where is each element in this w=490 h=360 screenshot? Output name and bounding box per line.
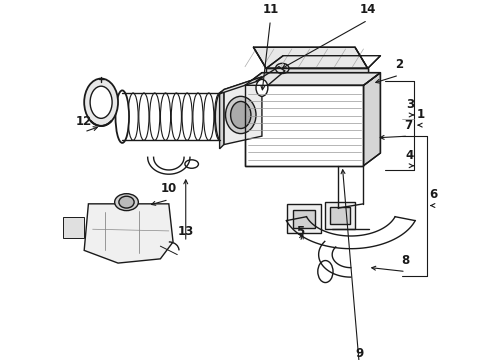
Text: 6: 6: [430, 188, 438, 201]
Text: 8: 8: [402, 254, 410, 267]
Ellipse shape: [318, 261, 333, 283]
Ellipse shape: [119, 196, 134, 208]
Ellipse shape: [182, 93, 192, 140]
Polygon shape: [220, 77, 262, 94]
Ellipse shape: [172, 93, 181, 140]
Ellipse shape: [193, 93, 203, 140]
Ellipse shape: [215, 93, 225, 140]
Ellipse shape: [256, 80, 268, 96]
Text: 14: 14: [360, 3, 376, 16]
Ellipse shape: [225, 96, 256, 134]
Ellipse shape: [149, 93, 160, 140]
Ellipse shape: [128, 93, 138, 140]
Text: 7: 7: [404, 119, 413, 132]
Text: 13: 13: [178, 225, 194, 238]
Ellipse shape: [160, 93, 171, 140]
Ellipse shape: [231, 102, 251, 129]
Text: 2: 2: [395, 58, 403, 71]
Polygon shape: [220, 90, 224, 149]
Text: 5: 5: [296, 225, 304, 238]
Text: 3: 3: [406, 98, 414, 111]
Polygon shape: [325, 202, 355, 229]
Polygon shape: [63, 216, 84, 238]
Ellipse shape: [216, 91, 229, 142]
Ellipse shape: [84, 78, 118, 126]
Polygon shape: [245, 85, 364, 166]
Polygon shape: [364, 73, 380, 166]
Ellipse shape: [117, 93, 127, 140]
Polygon shape: [266, 68, 368, 90]
Polygon shape: [253, 47, 368, 68]
Polygon shape: [84, 204, 173, 263]
Polygon shape: [287, 204, 321, 233]
Polygon shape: [245, 73, 380, 85]
Ellipse shape: [204, 93, 214, 140]
Text: 10: 10: [161, 183, 177, 195]
Ellipse shape: [90, 86, 112, 118]
Ellipse shape: [116, 90, 129, 143]
Ellipse shape: [275, 63, 289, 73]
Ellipse shape: [115, 194, 138, 211]
Text: 4: 4: [406, 149, 414, 162]
Ellipse shape: [139, 93, 149, 140]
Text: 1: 1: [417, 108, 425, 121]
Text: 9: 9: [355, 347, 364, 360]
Text: 12: 12: [76, 114, 92, 128]
Polygon shape: [224, 77, 262, 145]
Polygon shape: [266, 68, 368, 90]
Ellipse shape: [185, 160, 198, 168]
Polygon shape: [293, 210, 315, 228]
Text: 11: 11: [262, 3, 278, 16]
Polygon shape: [330, 207, 350, 224]
